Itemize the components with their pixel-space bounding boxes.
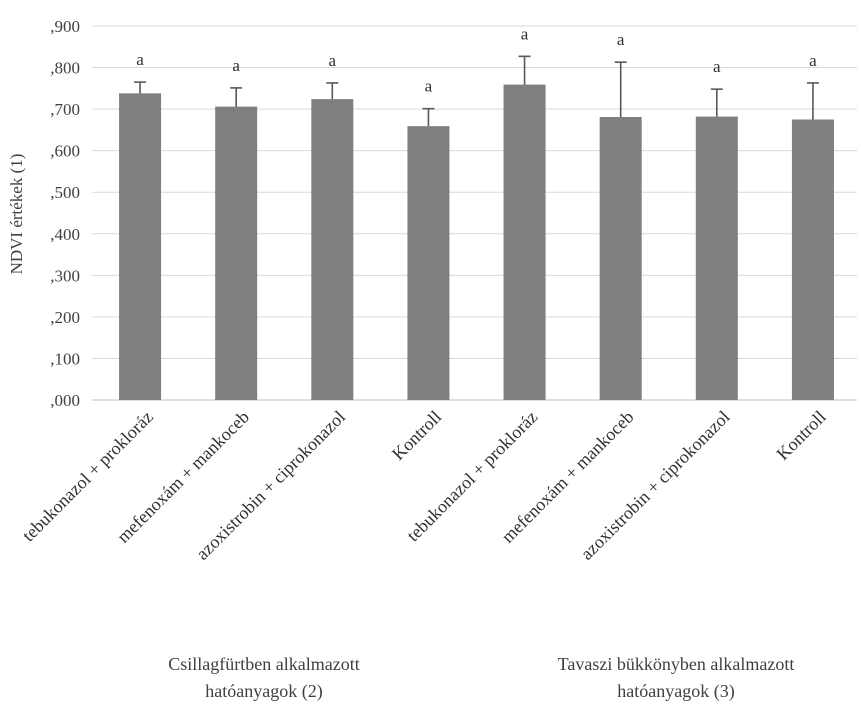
bar — [791, 119, 834, 400]
y-tick-label: ,800 — [50, 59, 80, 78]
significance-letter: a — [425, 77, 433, 96]
bar — [311, 99, 354, 400]
x-category-label: Kontroll — [388, 407, 445, 464]
bar — [215, 106, 258, 401]
x-category-label: Kontroll — [772, 407, 829, 464]
significance-letters: a a a a a a a a — [136, 24, 817, 95]
y-tick-label: ,900 — [50, 17, 80, 36]
group-label-1-line2: hatóanyagok (2) — [205, 681, 323, 701]
group-label-2: Tavaszi bükkönyben alkalmazott hatóanyag… — [526, 651, 826, 705]
y-axis-ticks: ,000 ,100 ,200 ,300 ,400 ,500 ,600 ,700 ,800 ,900 — [50, 17, 80, 410]
significance-letter: a — [329, 51, 337, 70]
bars — [119, 84, 834, 401]
y-tick-label: ,000 — [50, 391, 80, 410]
error-bars — [134, 55, 819, 127]
significance-letter: a — [521, 24, 529, 43]
significance-letter: a — [809, 51, 817, 70]
group-label-1: Csillagfürtben alkalmazott hatóanyagok (… — [114, 651, 414, 705]
bar — [695, 116, 738, 400]
significance-letter: a — [713, 57, 721, 76]
group-label-2-line2: hatóanyagok (3) — [617, 681, 735, 701]
bar — [599, 117, 642, 401]
y-tick-label: ,600 — [50, 142, 80, 161]
significance-letter: a — [136, 50, 144, 69]
y-tick-label: ,200 — [50, 308, 80, 327]
y-tick-label: ,700 — [50, 100, 80, 119]
y-tick-label: ,500 — [50, 183, 80, 202]
bar — [407, 126, 450, 400]
bar — [503, 84, 546, 401]
gridlines — [92, 25, 857, 401]
y-tick-label: ,100 — [50, 349, 80, 368]
significance-letter: a — [617, 30, 625, 49]
y-tick-label: ,300 — [50, 266, 80, 285]
significance-letter: a — [232, 56, 240, 75]
y-axis-title: NDVI értékek (1) — [7, 154, 26, 275]
y-tick-label: ,400 — [50, 225, 80, 244]
bar — [119, 93, 162, 400]
group-label-2-line1: Tavaszi bükkönyben alkalmazott — [557, 654, 795, 674]
group-label-1-line1: Csillagfürtben alkalmazott — [168, 654, 360, 674]
